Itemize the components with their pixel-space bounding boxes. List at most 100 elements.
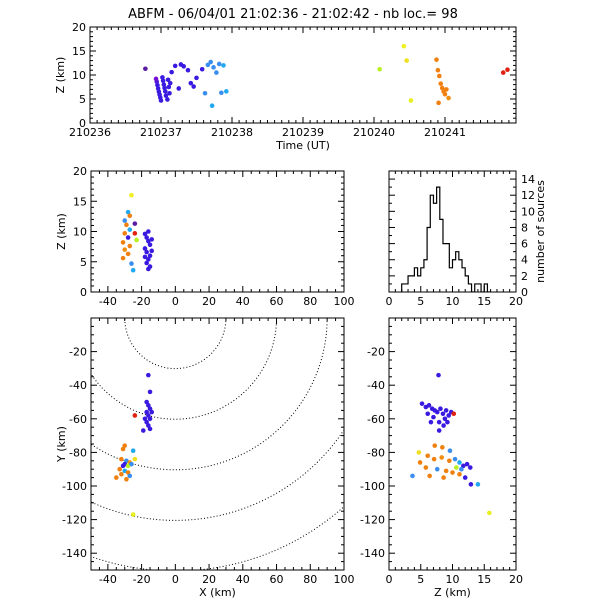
x-tick-label: 100: [334, 295, 355, 308]
source-point: [167, 80, 173, 86]
source-point: [127, 213, 133, 219]
source-point: [377, 66, 382, 72]
x-tick-label: 40: [236, 573, 250, 586]
y-tick-label: 0: [521, 286, 528, 299]
source-point: [124, 476, 129, 482]
histogram-bin: [449, 268, 452, 292]
source-point: [132, 231, 138, 236]
histogram-bin: [418, 276, 421, 292]
histogram-bin: [437, 187, 440, 292]
source-point: [146, 266, 151, 272]
source-point: [147, 242, 153, 248]
histogram-bin: [443, 244, 446, 292]
source-point: [487, 510, 492, 516]
x-tick-label: -20: [133, 573, 151, 586]
plot-frame: [89, 26, 517, 124]
source-point: [457, 471, 462, 477]
x-tick-label: 0: [172, 295, 179, 308]
histogram-bin: [402, 284, 405, 292]
source-point: [122, 247, 128, 252]
x-tick-label: 20: [509, 295, 523, 308]
source-point: [209, 103, 215, 109]
x-tick-label: 100: [334, 573, 355, 586]
source-point: [221, 63, 226, 68]
source-point: [454, 465, 459, 470]
histogram-outline: [401, 186, 491, 292]
source-point: [459, 466, 464, 472]
source-point: [122, 231, 128, 236]
source-point: [166, 84, 172, 90]
source-point: [134, 237, 139, 243]
y-axis-title: Z (km): [55, 213, 68, 250]
y-tick-label: 14: [521, 173, 535, 186]
x-tick-label: 60: [270, 573, 284, 586]
source-point: [132, 413, 138, 418]
histogram-bin: [446, 244, 449, 292]
source-point: [146, 257, 151, 262]
x-axis-title: Z (km): [434, 586, 471, 599]
source-point: [435, 67, 441, 73]
source-point: [140, 428, 146, 433]
source-point: [149, 409, 155, 415]
x-tick-label: 0: [386, 295, 393, 308]
y-tick-label: 5: [79, 93, 86, 106]
source-point: [163, 93, 169, 98]
source-point: [457, 460, 462, 465]
histogram-bin: [478, 284, 481, 292]
histogram-bin: [424, 260, 427, 292]
source-point: [505, 67, 510, 73]
histogram-bin: [421, 268, 424, 292]
histogram-bin: [408, 276, 411, 292]
source-point: [125, 209, 131, 215]
source-point: [443, 408, 449, 413]
x-tick-label: -40: [99, 295, 117, 308]
source-point: [436, 428, 442, 433]
source-point: [446, 95, 451, 101]
source-point: [142, 416, 148, 422]
source-point: [149, 237, 155, 242]
data-marks: [120, 192, 155, 273]
histogram-bin: [462, 268, 465, 292]
source-point: [142, 246, 148, 251]
source-point: [434, 57, 439, 62]
source-point: [162, 89, 168, 94]
source-point: [144, 249, 149, 255]
y-tick-label: 5: [80, 256, 87, 269]
source-point: [445, 419, 450, 425]
source-point: [202, 90, 208, 96]
x-axis-title: Time (UT): [275, 139, 330, 152]
source-point: [434, 409, 440, 415]
source-point: [425, 453, 431, 459]
source-point: [147, 253, 153, 258]
source-point: [165, 77, 171, 83]
y-tick-label: -120: [62, 514, 87, 527]
source-point: [432, 443, 438, 448]
source-point: [428, 419, 434, 425]
y-tick-label: -100: [360, 480, 385, 493]
source-point: [158, 98, 164, 103]
source-point: [438, 81, 444, 86]
source-point: [129, 461, 134, 467]
source-point: [436, 419, 442, 425]
histogram-bin: [405, 284, 408, 292]
histogram-bin: [433, 203, 436, 292]
histogram-bin: [465, 276, 468, 292]
x-tick-label: 20: [509, 573, 523, 586]
source-point: [205, 62, 211, 68]
source-point: [146, 372, 151, 378]
source-point: [119, 456, 124, 462]
source-point: [142, 254, 148, 260]
source-point: [127, 473, 133, 479]
y-tick-label: 20: [73, 165, 87, 178]
y-tick-label: 20: [72, 21, 86, 34]
source-point: [146, 229, 151, 234]
x-tick-label: 210236: [69, 126, 111, 139]
source-point: [120, 446, 126, 452]
y-tick-label: 12: [521, 189, 535, 202]
source-point: [417, 460, 423, 465]
x-tick-label: 210240: [353, 126, 395, 139]
source-point: [127, 243, 133, 249]
source-point: [224, 89, 229, 94]
source-point: [143, 66, 148, 72]
source-point: [160, 78, 166, 84]
